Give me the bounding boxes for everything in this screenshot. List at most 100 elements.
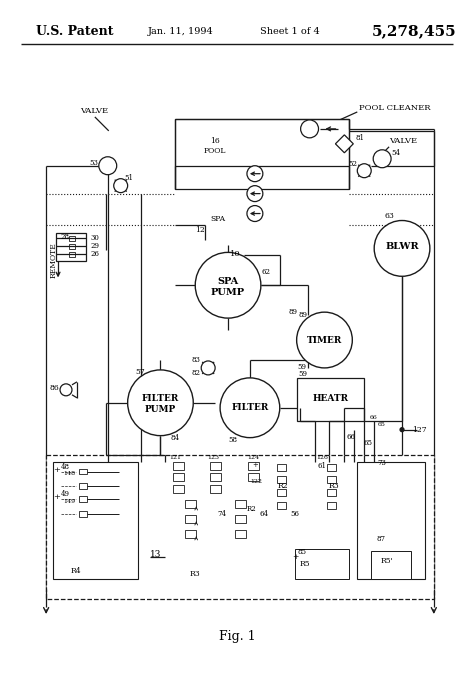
Bar (328, 464, 337, 470)
Circle shape (201, 361, 215, 375)
Text: 16: 16 (210, 137, 220, 145)
Circle shape (247, 186, 263, 202)
Text: 66: 66 (369, 416, 377, 420)
Text: 82: 82 (191, 369, 200, 377)
Text: 57: 57 (136, 368, 146, 376)
Text: 26: 26 (91, 251, 100, 258)
Text: 87: 87 (377, 535, 386, 544)
Bar (53, 461, 137, 579)
Text: 10: 10 (230, 251, 240, 258)
Bar (46, 454, 434, 599)
Text: HEATR: HEATR (312, 395, 348, 403)
Bar (185, 515, 196, 523)
Bar (79, 468, 87, 475)
Circle shape (99, 157, 117, 175)
Text: +: + (54, 493, 61, 501)
Bar (235, 515, 246, 523)
Circle shape (301, 120, 319, 138)
Bar (357, 461, 425, 579)
Text: SPA: SPA (218, 277, 239, 286)
Text: 148: 148 (63, 471, 75, 476)
Text: 54: 54 (391, 149, 400, 157)
Text: PUMP: PUMP (145, 405, 176, 414)
Text: 53: 53 (89, 159, 98, 167)
Text: 64: 64 (259, 510, 268, 519)
Circle shape (247, 166, 263, 182)
Text: 51: 51 (125, 174, 134, 182)
Text: 5,278,455: 5,278,455 (372, 24, 456, 38)
Text: 83: 83 (191, 356, 200, 364)
Bar (328, 503, 337, 509)
Bar (235, 500, 246, 508)
Circle shape (374, 221, 430, 276)
Text: 81: 81 (356, 134, 365, 142)
Bar (79, 496, 87, 503)
Text: R3: R3 (190, 570, 201, 578)
Text: +: + (292, 553, 299, 561)
Text: 59: 59 (298, 363, 307, 371)
Text: 89: 89 (289, 308, 298, 316)
Bar (173, 473, 184, 482)
Text: 62: 62 (262, 268, 271, 276)
Circle shape (357, 164, 371, 177)
Text: 149: 149 (63, 499, 75, 504)
Bar (69, 237, 75, 242)
Text: FILTER: FILTER (231, 403, 269, 412)
Text: POOL: POOL (204, 147, 226, 155)
Text: 13: 13 (150, 550, 161, 559)
Text: 30: 30 (91, 235, 100, 242)
Text: R2: R2 (247, 505, 257, 514)
Text: 122: 122 (250, 479, 262, 484)
Text: R5': R5' (381, 557, 393, 565)
Circle shape (195, 253, 261, 318)
Bar (277, 503, 286, 509)
Text: 124: 124 (247, 455, 259, 460)
Circle shape (114, 179, 128, 193)
Text: 49: 49 (61, 491, 70, 498)
Bar (277, 464, 286, 470)
Text: 126: 126 (317, 455, 328, 460)
Text: PUMP: PUMP (211, 287, 245, 296)
Text: 29: 29 (91, 242, 100, 251)
Text: 61: 61 (317, 461, 326, 470)
Text: Jan. 11, 1994: Jan. 11, 1994 (147, 26, 213, 35)
Text: 73: 73 (377, 459, 386, 466)
Text: 65: 65 (363, 438, 372, 447)
Bar (248, 461, 259, 470)
Text: BLWR: BLWR (385, 242, 419, 251)
Text: 28: 28 (60, 233, 69, 242)
Bar (248, 473, 259, 482)
Circle shape (247, 205, 263, 221)
Text: REMOTE: REMOTE (49, 242, 57, 278)
Text: 65: 65 (377, 422, 385, 427)
Text: 121: 121 (169, 455, 182, 460)
Text: R3: R3 (329, 482, 340, 491)
Bar (185, 530, 196, 538)
Text: 52: 52 (348, 160, 357, 168)
Text: Fig. 1: Fig. 1 (219, 631, 255, 643)
Text: 86: 86 (49, 383, 59, 392)
Bar (328, 489, 337, 496)
Circle shape (297, 312, 352, 368)
Bar (185, 500, 196, 508)
Text: R5: R5 (299, 560, 310, 568)
Bar (175, 119, 349, 189)
Text: 59: 59 (299, 370, 308, 378)
Bar (235, 530, 246, 538)
Bar (69, 244, 75, 249)
Circle shape (373, 150, 391, 168)
Bar (277, 477, 286, 484)
Circle shape (400, 427, 404, 432)
Bar (56, 233, 86, 261)
Text: 58: 58 (228, 436, 237, 443)
Text: 74: 74 (218, 510, 227, 519)
Text: SPA: SPA (210, 214, 226, 223)
Text: 12: 12 (195, 226, 205, 235)
Bar (173, 485, 184, 493)
Bar (328, 477, 337, 484)
Bar (371, 551, 411, 579)
Text: R4: R4 (71, 567, 81, 575)
Text: POOL CLEANER: POOL CLEANER (359, 104, 431, 112)
Text: 123: 123 (207, 455, 219, 460)
Text: 56: 56 (290, 510, 299, 519)
